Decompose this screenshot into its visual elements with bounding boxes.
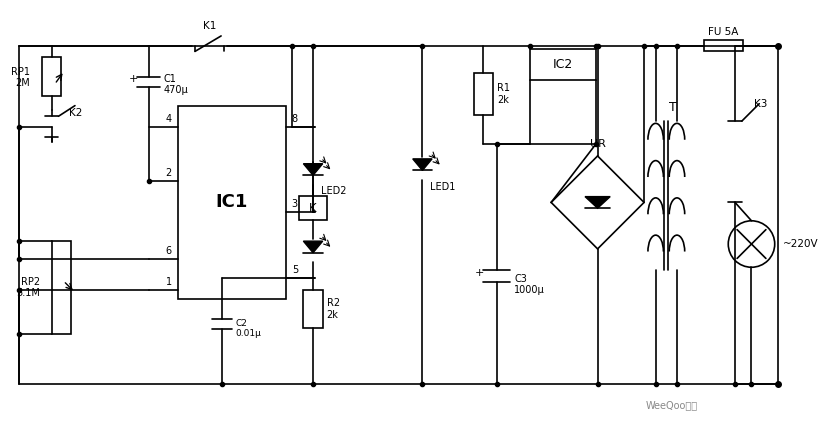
Text: 2: 2: [165, 169, 171, 178]
Text: IC2: IC2: [552, 58, 572, 71]
Text: R1
2k: R1 2k: [496, 83, 509, 105]
Text: C3
1000μ: C3 1000μ: [514, 274, 545, 295]
Bar: [52, 241, 71, 334]
Text: RP1
2M: RP1 2M: [11, 67, 30, 88]
Text: T: T: [668, 101, 676, 114]
Polygon shape: [584, 197, 609, 208]
Bar: [529, 49, 595, 80]
Text: 5: 5: [292, 265, 297, 275]
Text: 8: 8: [292, 114, 297, 124]
Text: FU 5A: FU 5A: [708, 27, 738, 37]
Text: 4: 4: [165, 114, 171, 124]
Polygon shape: [412, 159, 432, 170]
Bar: [303, 289, 323, 328]
Text: +: +: [474, 268, 483, 278]
Text: 1: 1: [165, 277, 171, 287]
Bar: [299, 196, 326, 220]
Text: R2
2k: R2 2k: [326, 298, 339, 319]
Text: K1: K1: [202, 21, 216, 31]
Text: K2: K2: [69, 108, 83, 118]
Bar: [704, 40, 742, 52]
Text: K: K: [309, 202, 316, 215]
Bar: [473, 73, 492, 115]
Text: WeeQoo维库: WeeQoo维库: [645, 401, 698, 411]
Text: LED2: LED2: [320, 186, 346, 196]
Polygon shape: [303, 241, 323, 253]
Text: K3: K3: [753, 99, 767, 109]
Text: ~220V: ~220V: [781, 239, 817, 249]
Text: +: +: [129, 74, 138, 85]
Bar: [178, 106, 286, 299]
Text: UR: UR: [589, 139, 604, 149]
Text: LED1: LED1: [430, 182, 455, 192]
Text: C2
0.01μ: C2 0.01μ: [235, 319, 261, 338]
Text: IC1: IC1: [215, 194, 247, 212]
Text: C1
470μ: C1 470μ: [164, 74, 188, 95]
Text: 6: 6: [165, 246, 171, 256]
Text: 3: 3: [292, 200, 297, 209]
Text: RP2
5.1M: RP2 5.1M: [16, 277, 40, 298]
Polygon shape: [303, 164, 323, 175]
Bar: [42, 57, 61, 96]
